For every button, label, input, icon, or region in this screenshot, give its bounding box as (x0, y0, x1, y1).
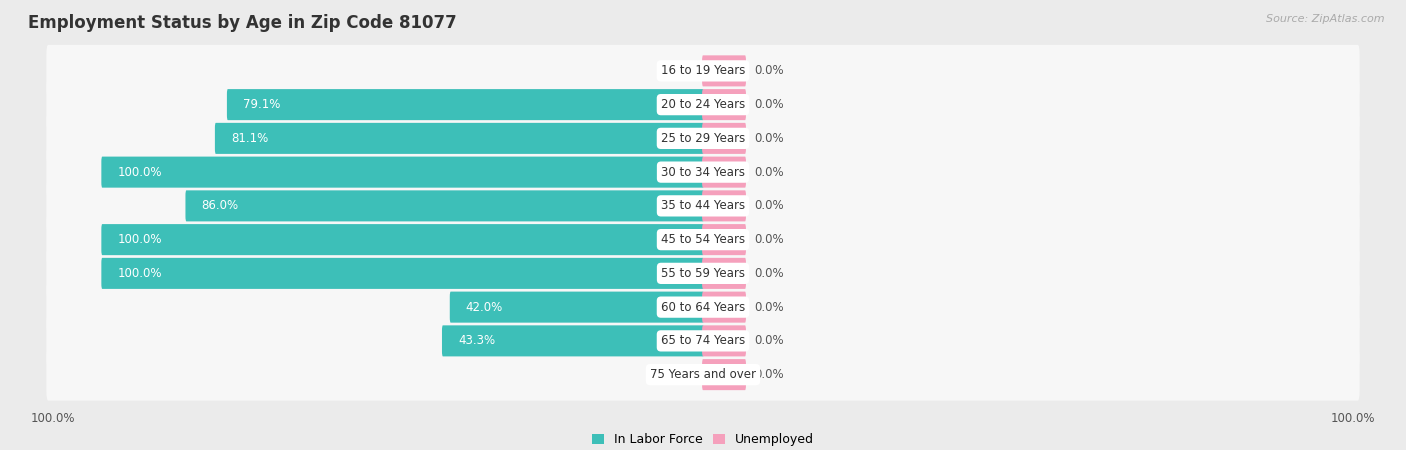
FancyBboxPatch shape (702, 190, 747, 221)
Text: 0.0%: 0.0% (754, 334, 783, 347)
Text: 45 to 54 Years: 45 to 54 Years (661, 233, 745, 246)
Text: 20 to 24 Years: 20 to 24 Years (661, 98, 745, 111)
Text: 0.0%: 0.0% (754, 267, 783, 280)
FancyBboxPatch shape (702, 157, 747, 188)
Text: 25 to 29 Years: 25 to 29 Years (661, 132, 745, 145)
FancyBboxPatch shape (46, 112, 1360, 164)
FancyBboxPatch shape (226, 89, 704, 120)
Text: 100.0%: 100.0% (31, 412, 76, 425)
FancyBboxPatch shape (702, 292, 747, 323)
FancyBboxPatch shape (186, 190, 704, 221)
Text: 0.0%: 0.0% (754, 166, 783, 179)
FancyBboxPatch shape (101, 224, 704, 255)
FancyBboxPatch shape (101, 258, 704, 289)
Text: 0.0%: 0.0% (665, 64, 695, 77)
Text: 0.0%: 0.0% (754, 233, 783, 246)
Text: 0.0%: 0.0% (754, 368, 783, 381)
FancyBboxPatch shape (702, 258, 747, 289)
FancyBboxPatch shape (702, 224, 747, 255)
FancyBboxPatch shape (702, 123, 747, 154)
Text: 42.0%: 42.0% (465, 301, 503, 314)
Text: 0.0%: 0.0% (754, 98, 783, 111)
FancyBboxPatch shape (46, 79, 1360, 130)
FancyBboxPatch shape (441, 325, 704, 356)
Text: 81.1%: 81.1% (231, 132, 269, 145)
FancyBboxPatch shape (46, 281, 1360, 333)
Text: 100.0%: 100.0% (117, 166, 162, 179)
Text: 0.0%: 0.0% (754, 301, 783, 314)
Text: 30 to 34 Years: 30 to 34 Years (661, 166, 745, 179)
Text: 79.1%: 79.1% (243, 98, 280, 111)
Text: 86.0%: 86.0% (201, 199, 239, 212)
Legend: In Labor Force, Unemployed: In Labor Force, Unemployed (592, 433, 814, 446)
Text: 100.0%: 100.0% (1330, 412, 1375, 425)
FancyBboxPatch shape (702, 325, 747, 356)
Text: 65 to 74 Years: 65 to 74 Years (661, 334, 745, 347)
Text: 60 to 64 Years: 60 to 64 Years (661, 301, 745, 314)
FancyBboxPatch shape (450, 292, 704, 323)
Text: 0.0%: 0.0% (754, 199, 783, 212)
Text: Source: ZipAtlas.com: Source: ZipAtlas.com (1267, 14, 1385, 23)
FancyBboxPatch shape (46, 180, 1360, 232)
FancyBboxPatch shape (46, 248, 1360, 299)
FancyBboxPatch shape (46, 45, 1360, 97)
Text: Employment Status by Age in Zip Code 81077: Employment Status by Age in Zip Code 810… (28, 14, 457, 32)
Text: 0.0%: 0.0% (754, 132, 783, 145)
Text: 100.0%: 100.0% (117, 267, 162, 280)
FancyBboxPatch shape (702, 359, 747, 390)
Text: 75 Years and over: 75 Years and over (650, 368, 756, 381)
FancyBboxPatch shape (46, 315, 1360, 367)
FancyBboxPatch shape (101, 157, 704, 188)
Text: 0.0%: 0.0% (665, 368, 695, 381)
Text: 43.3%: 43.3% (458, 334, 495, 347)
Text: 55 to 59 Years: 55 to 59 Years (661, 267, 745, 280)
FancyBboxPatch shape (46, 349, 1360, 400)
FancyBboxPatch shape (702, 55, 747, 86)
FancyBboxPatch shape (46, 146, 1360, 198)
Text: 0.0%: 0.0% (754, 64, 783, 77)
FancyBboxPatch shape (215, 123, 704, 154)
FancyBboxPatch shape (702, 89, 747, 120)
FancyBboxPatch shape (46, 214, 1360, 266)
Text: 16 to 19 Years: 16 to 19 Years (661, 64, 745, 77)
Text: 100.0%: 100.0% (117, 233, 162, 246)
Text: 35 to 44 Years: 35 to 44 Years (661, 199, 745, 212)
